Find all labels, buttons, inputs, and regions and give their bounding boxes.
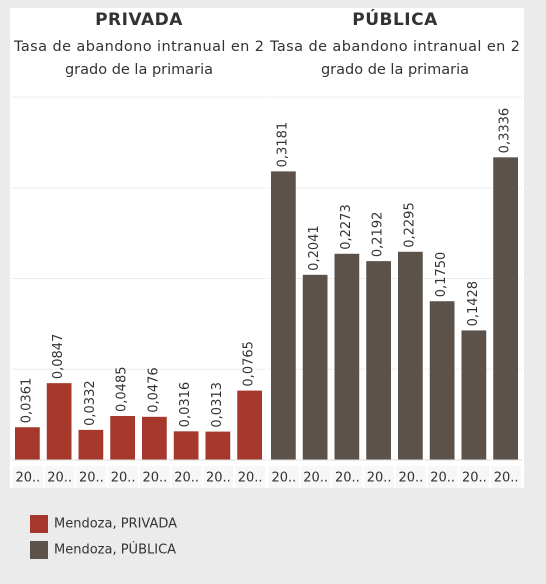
bar (46, 383, 72, 460)
x-tick-cell (269, 466, 299, 488)
bar (366, 261, 391, 460)
bar (271, 171, 296, 460)
panel-subtitle: Tasa de abandono intranual en 2 (269, 39, 520, 55)
panel-subtitle: grado de la primaria (65, 62, 213, 78)
value-label: 0,0485 (115, 366, 130, 412)
x-tick-cell (364, 466, 394, 488)
x-tick-label: 20.. (15, 471, 40, 486)
x-tick-cell (396, 466, 426, 488)
value-label: 0,0313 (210, 382, 225, 428)
x-tick-label: 20.. (462, 471, 487, 486)
x-tick-cell (300, 466, 331, 488)
value-label: 0,3336 (498, 108, 513, 154)
panel-title: PRIVADA (95, 10, 183, 30)
x-tick-cell (491, 466, 521, 488)
x-tick-label: 20.. (47, 471, 72, 486)
value-label: 0,0316 (178, 382, 193, 428)
legend-swatch (30, 515, 48, 533)
value-label: 0,0765 (242, 341, 257, 387)
x-tick-label: 20.. (430, 471, 455, 486)
bar (334, 253, 360, 460)
x-tick-label: 20.. (398, 471, 423, 486)
legend-label: Mendoza, PRIVADA (54, 517, 177, 532)
x-tick-cell (459, 466, 490, 488)
bar (398, 251, 423, 460)
value-label: 0,1750 (434, 252, 449, 298)
panel-subtitle: Tasa de abandono intranual en 2 (13, 39, 264, 55)
value-label: 0,0332 (83, 380, 98, 426)
x-tick-label: 20.. (367, 471, 392, 486)
x-tick-cell (427, 466, 458, 488)
x-tick-cell (13, 466, 43, 488)
value-label: 0,2041 (307, 225, 322, 271)
x-tick-label: 20.. (335, 471, 360, 486)
legend-swatch (30, 541, 48, 559)
value-label: 0,0847 (51, 334, 66, 380)
value-label: 0,1428 (466, 281, 481, 327)
x-tick-cell (235, 466, 265, 488)
bar (461, 330, 487, 460)
x-tick-cell (108, 466, 138, 488)
x-tick-label: 20.. (238, 471, 263, 486)
bar (15, 427, 40, 460)
legend-label: Mendoza, PÚBLICA (54, 542, 176, 558)
bar (237, 390, 262, 460)
bar (78, 429, 104, 460)
x-tick-cell (140, 466, 170, 488)
x-tick-label: 20.. (271, 471, 296, 486)
x-tick-label: 20.. (303, 471, 328, 486)
x-tick-label: 20.. (111, 471, 136, 486)
x-tick-cell (171, 466, 202, 488)
x-tick-cell (44, 466, 75, 488)
bar (205, 431, 231, 460)
x-tick-label: 20.. (79, 471, 104, 486)
value-label: 0,3181 (275, 122, 290, 168)
x-tick-cell (203, 466, 234, 488)
bar (173, 431, 199, 460)
x-tick-label: 20.. (494, 471, 519, 486)
value-label: 0,2273 (339, 204, 354, 250)
x-tick-cell (332, 466, 363, 488)
x-tick-label: 20.. (174, 471, 199, 486)
x-tick-cell (76, 466, 107, 488)
panel-subtitle: grado de la primaria (321, 62, 469, 78)
x-tick-label: 20.. (206, 471, 231, 486)
value-label: 0,0361 (19, 378, 34, 424)
bar (493, 157, 518, 460)
value-label: 0,2192 (371, 212, 386, 258)
x-tick-label: 20.. (142, 471, 167, 486)
bar (110, 415, 135, 460)
bar (302, 274, 328, 460)
value-label: 0,2295 (402, 202, 417, 248)
value-label: 0,0476 (146, 367, 161, 413)
panel-title: PÚBLICA (352, 8, 438, 30)
bar (142, 416, 167, 460)
bar (429, 301, 455, 460)
